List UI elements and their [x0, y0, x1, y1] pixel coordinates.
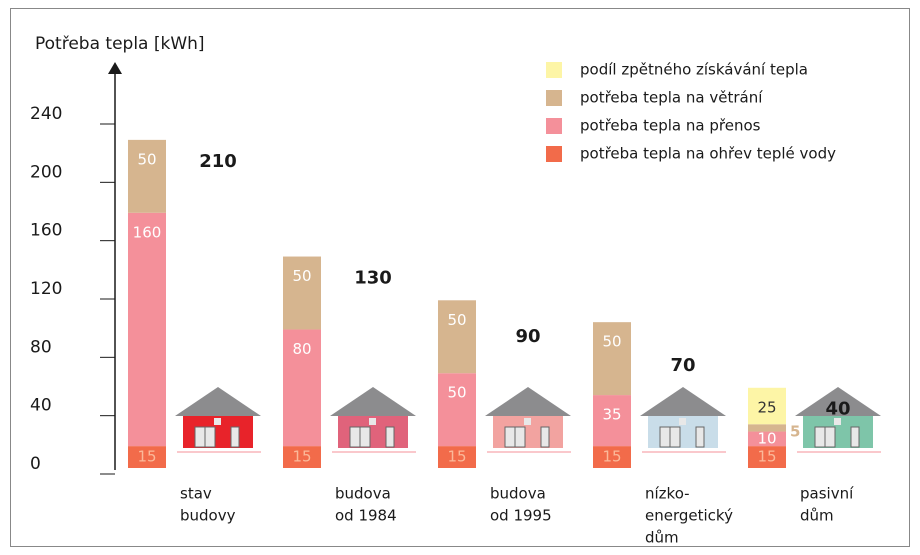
bar-segment [748, 431, 786, 447]
value-label: 15 [602, 448, 621, 466]
legend-swatch [546, 62, 562, 78]
legend-label: potřeba tepla na ohřev teplé vody [580, 145, 836, 163]
bar-segment [438, 446, 476, 468]
house-window [369, 418, 376, 425]
value-label: 50 [602, 333, 621, 351]
value-label: 15 [137, 448, 156, 466]
bar-segment [593, 446, 631, 468]
x-tick-label: od 1995 [490, 507, 552, 525]
house-roof [330, 387, 416, 416]
bar-segment [593, 322, 631, 396]
value-label: 50 [292, 267, 311, 285]
house-window-small [540, 426, 550, 448]
value-label: 15 [447, 448, 466, 466]
x-tick-label: energetický [645, 507, 733, 525]
bar-segment [748, 446, 786, 468]
value-label: 80 [292, 340, 311, 358]
bar-segment [438, 300, 476, 374]
value-label: 15 [292, 448, 311, 466]
value-label: 15 [757, 448, 776, 466]
value-label: 50 [447, 311, 466, 329]
bar-segment [128, 139, 166, 213]
x-tick-label: budovy [180, 507, 236, 525]
house-roof [175, 387, 261, 416]
x-tick-label: budova [335, 485, 391, 503]
value-label: 50 [447, 384, 466, 402]
value-label: 25 [757, 398, 776, 416]
value-label: 5 [790, 422, 800, 440]
house-window [679, 418, 686, 425]
y-tick-label: 200 [30, 162, 62, 182]
house-roof [795, 387, 881, 416]
legend-swatch [546, 146, 562, 162]
value-label: 50 [137, 150, 156, 168]
value-label: 10 [757, 429, 776, 447]
total-label: 70 [670, 355, 695, 376]
y-tick-label: 160 [30, 221, 62, 241]
value-label: 35 [602, 406, 621, 424]
y-tick-label: 40 [30, 396, 52, 416]
house-roof [485, 387, 571, 416]
bar-segment [748, 387, 786, 425]
y-tick-label: 240 [30, 104, 62, 124]
bar-segment [128, 212, 166, 447]
house-window-small [230, 426, 240, 448]
total-label: 130 [354, 267, 392, 288]
total-label: 40 [825, 399, 850, 420]
total-label: 210 [199, 151, 237, 172]
x-tick-label: od 1984 [335, 507, 397, 525]
house-window-small [850, 426, 860, 448]
total-label: 90 [515, 326, 540, 347]
legend-swatch [546, 90, 562, 106]
x-tick-label: nízko- [645, 485, 690, 503]
y-tick-label: 120 [30, 279, 62, 299]
bar-segment [283, 256, 321, 330]
bar-segment [283, 329, 321, 447]
bar-segment [593, 395, 631, 447]
bar-segment [748, 424, 786, 432]
house-window [834, 418, 841, 425]
bar-segment [438, 373, 476, 447]
axis-arrow [108, 62, 122, 74]
x-tick-label: pasivní [800, 485, 854, 503]
bar-segment [283, 446, 321, 468]
x-tick-label: budova [490, 485, 546, 503]
value-label: 160 [133, 223, 162, 241]
y-axis-label: Potřeba tepla [kWh] [35, 34, 205, 54]
x-tick-label: stav [180, 485, 212, 503]
y-tick-label: 80 [30, 337, 52, 357]
legend-label: potřeba tepla na větrání [580, 89, 763, 107]
x-tick-label: dům [800, 507, 834, 525]
frame [10, 8, 910, 547]
house-window-small [385, 426, 395, 448]
x-tick-label: dům [645, 529, 679, 547]
legend-swatch [546, 118, 562, 134]
house-window [214, 418, 221, 425]
bar-segment [128, 446, 166, 468]
house-roof [640, 387, 726, 416]
legend-label: podíl zpětného získávání tepla [580, 61, 808, 79]
legend-label: potřeba tepla na přenos [580, 117, 761, 135]
house-window-small [695, 426, 705, 448]
house-window [524, 418, 531, 425]
y-tick-label: 0 [30, 454, 41, 474]
